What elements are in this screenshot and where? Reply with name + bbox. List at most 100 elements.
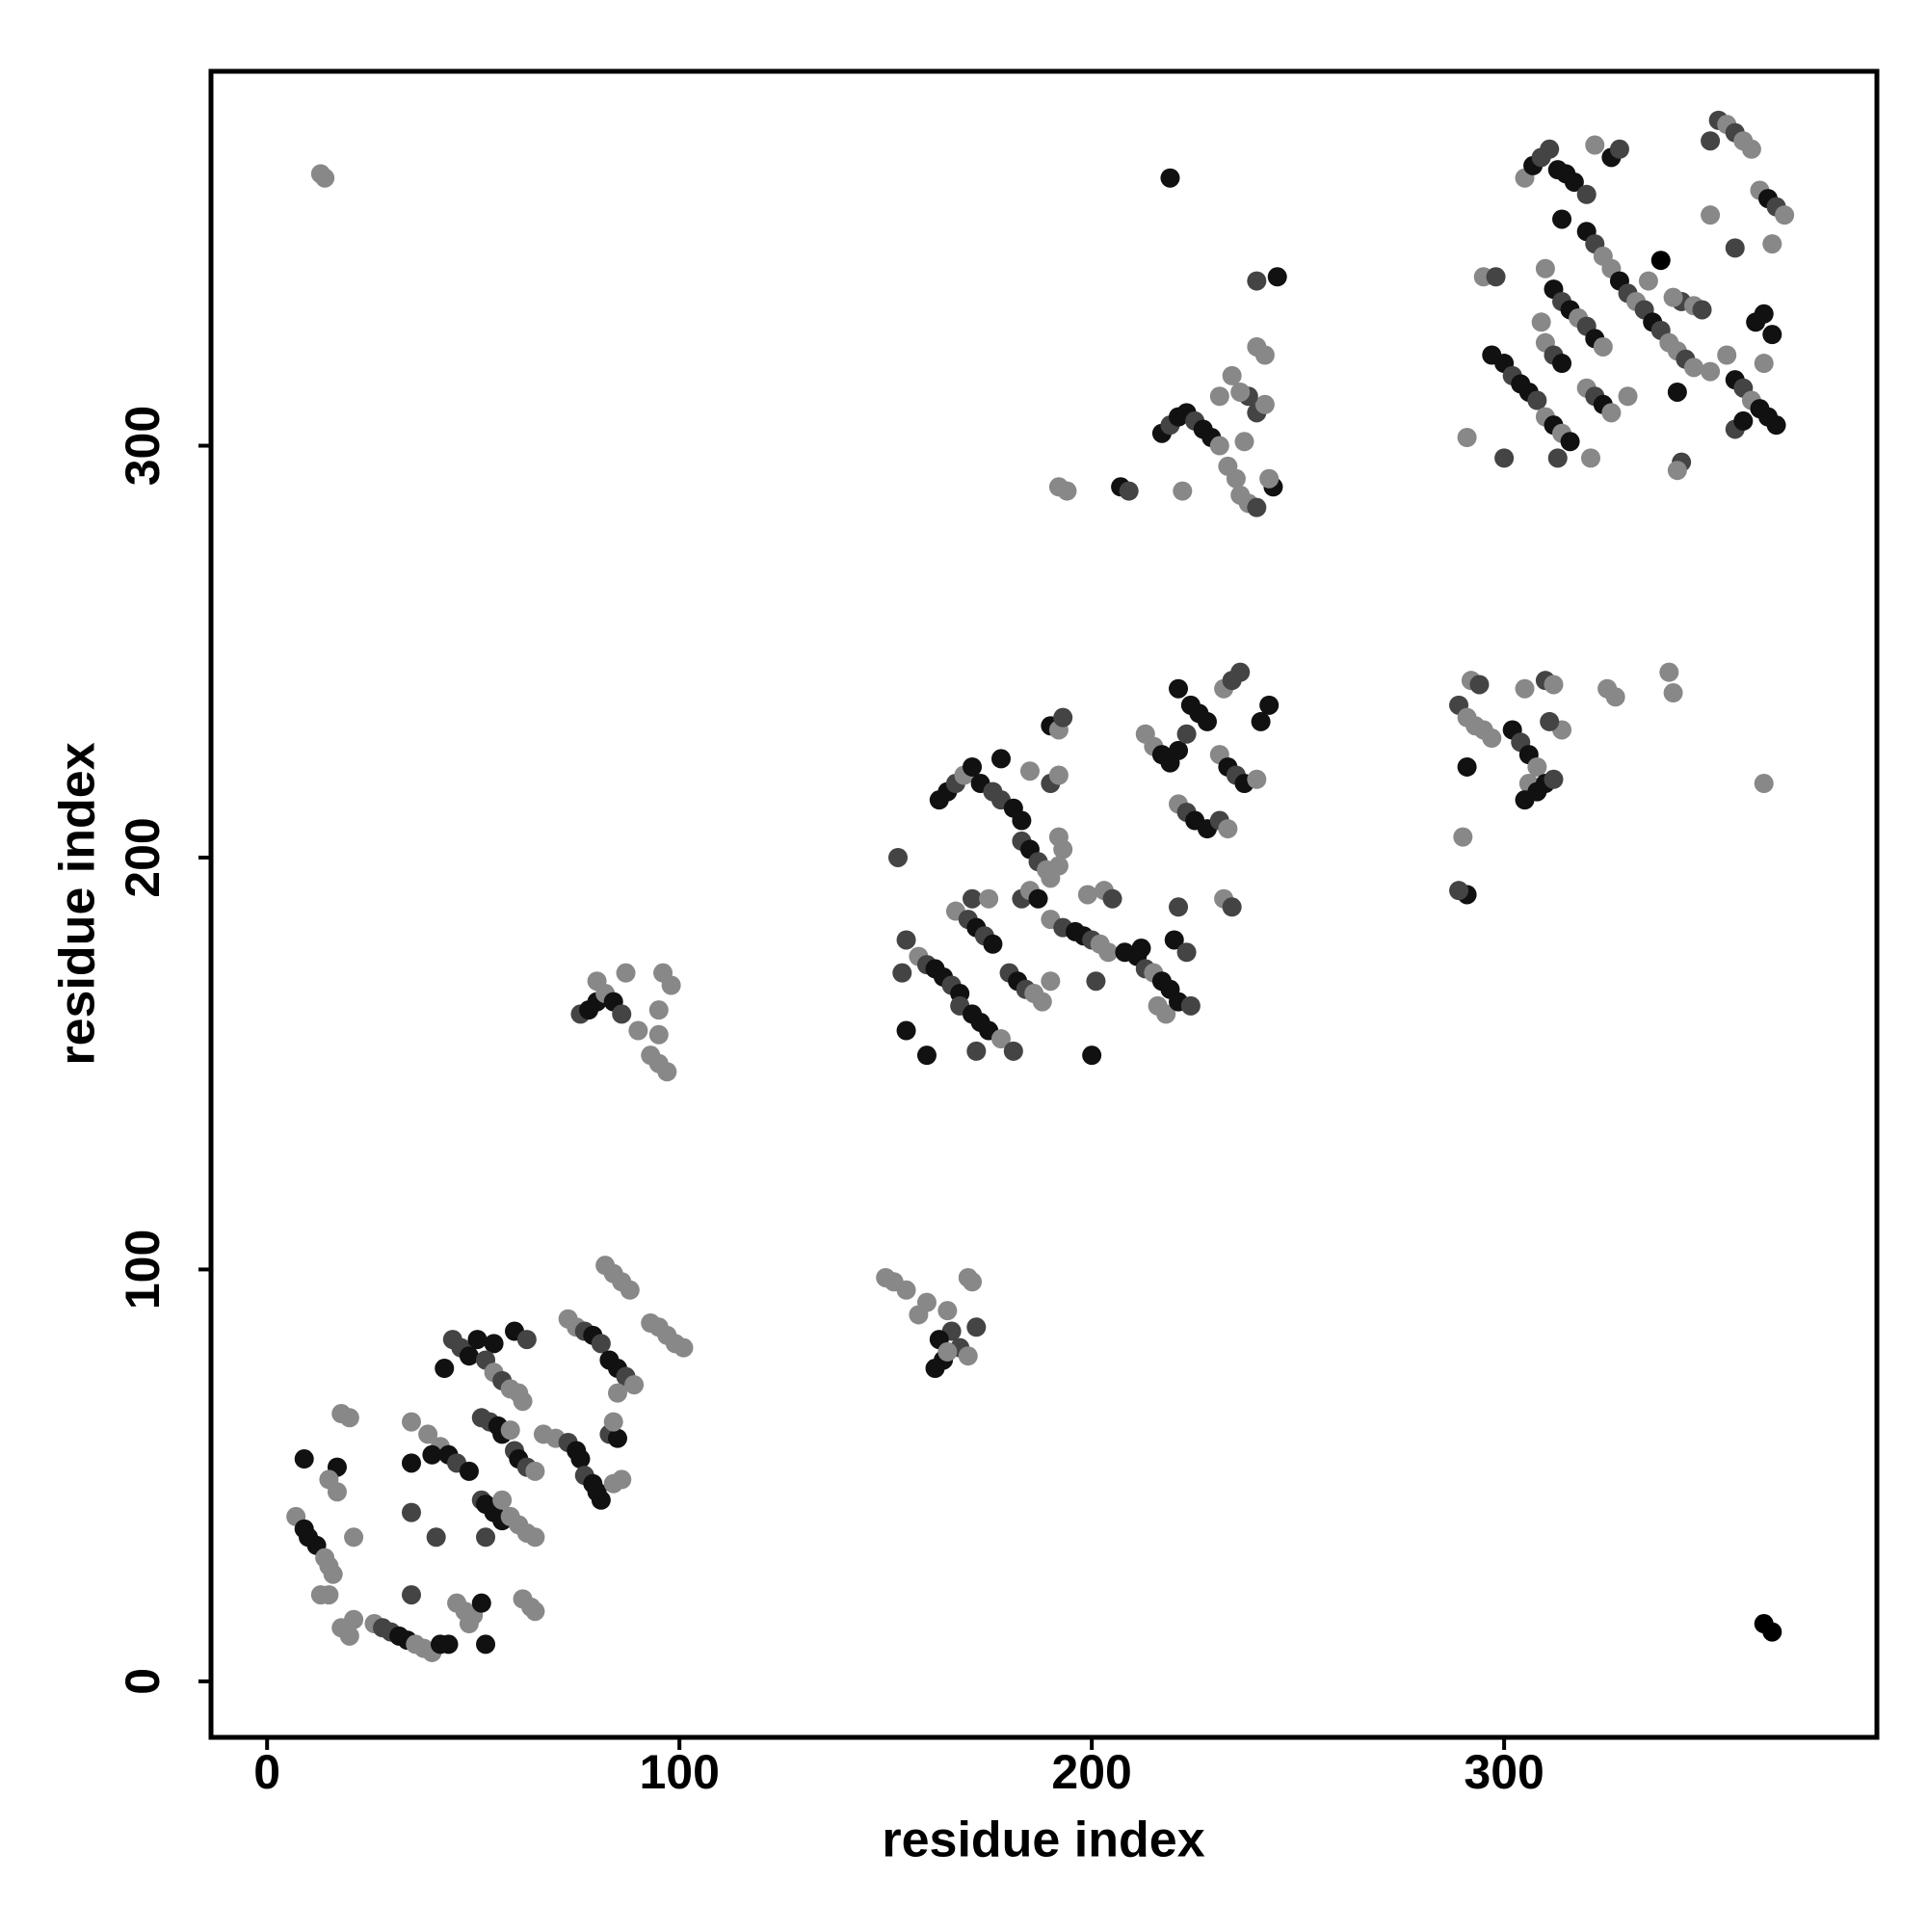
point [1609,139,1629,159]
point [1754,354,1774,374]
point [979,888,999,909]
point [673,1337,694,1358]
point [1077,885,1097,905]
point [1267,267,1287,287]
point [319,1585,339,1605]
point [587,971,607,992]
point [315,168,335,188]
point [1766,415,1786,436]
point [1663,683,1683,703]
point [1560,432,1580,452]
point [401,1412,421,1432]
point [1254,345,1275,365]
point [990,1029,1011,1049]
point [909,1305,929,1325]
point [1683,357,1703,378]
x-tick-label: 300 [1464,1745,1544,1799]
point [339,1626,359,1646]
point [1453,827,1473,847]
point [937,1341,958,1362]
x-tick-label: 200 [1051,1745,1131,1799]
point [1247,497,1267,517]
point [1176,724,1197,744]
point [1028,888,1048,909]
point [570,1449,591,1469]
point [1754,304,1774,324]
point [471,1593,491,1613]
point [1650,251,1671,271]
x-tick-label: 100 [639,1745,719,1799]
point [1048,765,1069,785]
point [1222,365,1242,385]
plot-frame [208,68,1880,1740]
point [925,1359,945,1379]
y-tick-label: 300 [116,406,170,486]
point [1605,687,1625,707]
point [1164,930,1184,950]
point [896,930,916,950]
point [1251,711,1271,731]
point [1701,205,1721,225]
point [661,975,681,995]
point [966,1041,987,1061]
y-tick-label: 0 [116,1668,170,1695]
point [435,1359,455,1379]
point [294,1449,314,1469]
x-tick-label: 0 [253,1745,280,1799]
point [1486,267,1506,287]
point [1119,481,1139,501]
point [1086,971,1106,992]
point [1531,312,1551,332]
point [607,1383,627,1403]
point [401,1502,421,1522]
point [1762,234,1782,254]
point [1254,394,1275,414]
point [344,1527,364,1548]
point [1457,427,1477,447]
point [620,1280,640,1300]
point [983,934,1003,954]
point [1593,336,1613,357]
point [1701,361,1721,382]
point [1082,1045,1102,1066]
point [1102,888,1122,909]
point [624,1375,645,1395]
point [1209,436,1229,456]
point [1180,995,1201,1016]
point [1169,678,1189,699]
point [887,847,908,867]
point [896,1280,916,1300]
point [896,1020,916,1041]
point [1515,790,1535,810]
point [1494,448,1515,468]
point [1515,678,1535,699]
point [1527,756,1547,777]
point [459,1346,479,1366]
point [484,1334,504,1354]
point [525,1527,545,1548]
point [525,1461,545,1481]
point [966,1317,987,1337]
point [628,1020,648,1041]
point [1003,1041,1023,1061]
point [426,1527,446,1548]
point [1585,135,1605,155]
point [607,1428,627,1448]
point [892,963,912,983]
point [476,1527,496,1548]
point [1230,662,1251,682]
point [476,1634,496,1654]
point [1218,819,1238,839]
point [1552,354,1572,374]
x-axis-title: residue index [882,1813,1204,1868]
point [1540,711,1560,731]
point [1659,662,1679,682]
point [513,1391,533,1412]
point [1762,325,1782,345]
point [401,1585,421,1605]
point [937,1301,958,1321]
point [1741,139,1761,159]
point [1169,897,1189,917]
point [525,1601,545,1622]
